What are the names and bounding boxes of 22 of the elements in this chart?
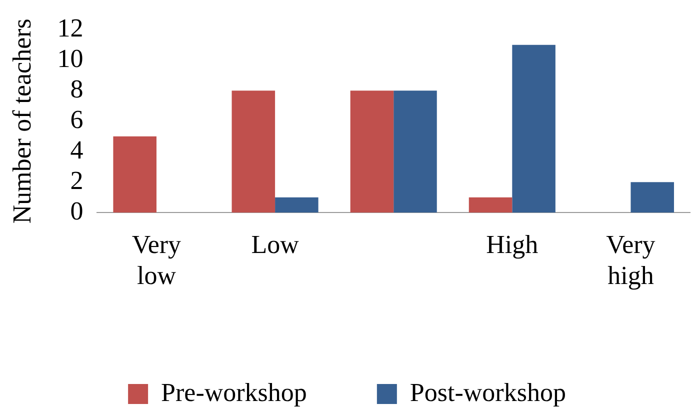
bar <box>394 90 437 213</box>
x-tick-label: Very low <box>132 230 182 290</box>
bar <box>468 197 512 213</box>
x-tick-label: High <box>486 230 538 260</box>
bar <box>630 182 674 213</box>
y-tick-label: 10 <box>57 44 84 73</box>
legend-label: Post-workshop <box>410 378 566 407</box>
y-tick-label: 6 <box>70 104 84 134</box>
bar <box>232 90 276 213</box>
bar <box>275 197 318 213</box>
bar <box>512 44 556 213</box>
y-tick-label: 8 <box>70 74 84 104</box>
bar <box>113 136 156 213</box>
y-axis-title: Number of teachers <box>7 18 36 224</box>
y-tick-label: 4 <box>70 135 84 164</box>
x-tick-label: Very high <box>606 230 656 290</box>
y-tick-label: 12 <box>57 13 84 42</box>
x-tick-label: Low <box>251 230 300 260</box>
y-tick-label: 0 <box>70 196 84 226</box>
bar <box>350 90 394 213</box>
legend-label: Pre-workshop <box>161 378 307 407</box>
y-tick-label: 2 <box>70 166 84 195</box>
